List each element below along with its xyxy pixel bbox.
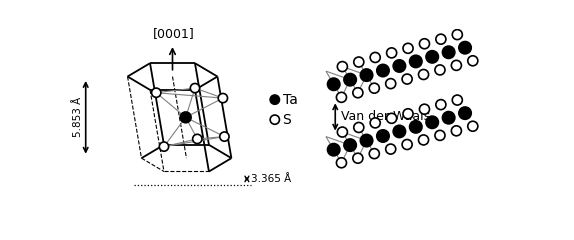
Circle shape [354, 57, 364, 67]
Circle shape [443, 46, 455, 58]
Circle shape [452, 95, 462, 105]
Circle shape [344, 139, 356, 151]
Circle shape [370, 118, 380, 128]
Circle shape [338, 62, 347, 72]
Circle shape [218, 94, 227, 103]
Circle shape [370, 53, 380, 62]
Circle shape [420, 39, 429, 49]
Circle shape [344, 73, 356, 86]
Circle shape [328, 144, 340, 156]
Circle shape [468, 56, 478, 66]
Circle shape [435, 65, 445, 75]
Circle shape [418, 70, 429, 79]
Text: 3.365 Å: 3.365 Å [251, 174, 291, 184]
Circle shape [369, 83, 379, 93]
Circle shape [410, 55, 422, 68]
Circle shape [191, 84, 200, 93]
Text: 5.853 Å: 5.853 Å [72, 97, 83, 138]
Circle shape [403, 43, 413, 53]
Circle shape [459, 107, 471, 119]
Circle shape [336, 158, 347, 168]
Circle shape [386, 113, 397, 123]
Circle shape [377, 130, 389, 142]
Circle shape [402, 139, 412, 150]
Circle shape [220, 132, 229, 141]
Circle shape [360, 69, 373, 81]
Circle shape [410, 121, 422, 133]
Circle shape [435, 130, 445, 140]
Circle shape [459, 42, 471, 54]
Circle shape [443, 112, 455, 124]
Text: Ta: Ta [282, 93, 297, 107]
Circle shape [353, 88, 363, 98]
Circle shape [420, 104, 429, 114]
Text: Van der Waals: Van der Waals [342, 110, 430, 123]
Circle shape [393, 60, 406, 72]
Circle shape [336, 92, 347, 102]
Circle shape [270, 95, 280, 104]
Circle shape [270, 115, 280, 124]
Circle shape [354, 122, 364, 132]
Circle shape [386, 48, 397, 58]
Text: [0001]: [0001] [153, 27, 195, 40]
Circle shape [338, 127, 347, 137]
Circle shape [360, 134, 373, 147]
Circle shape [386, 144, 395, 154]
Circle shape [377, 64, 389, 77]
Circle shape [451, 126, 461, 136]
Circle shape [452, 30, 462, 40]
Circle shape [402, 74, 412, 84]
Circle shape [426, 116, 439, 128]
Circle shape [369, 149, 379, 159]
Circle shape [386, 79, 395, 89]
Circle shape [436, 100, 446, 110]
Circle shape [160, 142, 169, 151]
Circle shape [180, 112, 191, 123]
Text: S: S [282, 113, 291, 127]
Circle shape [426, 51, 439, 63]
Circle shape [451, 60, 461, 70]
Circle shape [468, 121, 478, 131]
Circle shape [353, 153, 363, 163]
Circle shape [152, 88, 161, 97]
Circle shape [393, 125, 406, 138]
Circle shape [193, 134, 202, 144]
Circle shape [403, 109, 413, 119]
Circle shape [418, 135, 429, 145]
Circle shape [328, 78, 340, 90]
Circle shape [436, 34, 446, 44]
